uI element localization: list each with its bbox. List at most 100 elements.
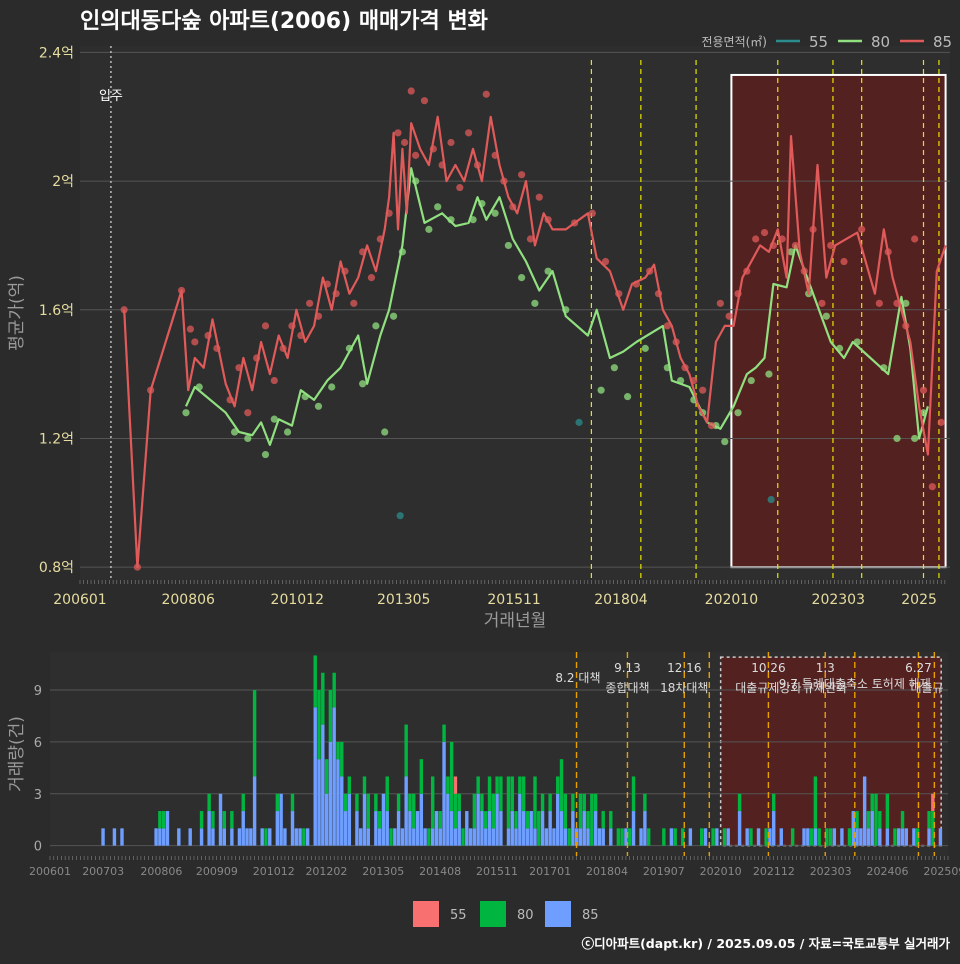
volume-bar-80	[548, 793, 552, 812]
price-point-80	[721, 438, 729, 446]
price-x-tick-label: 201305	[377, 592, 430, 608]
volume-bar-80	[302, 828, 306, 846]
volume-bar-85	[768, 828, 772, 846]
volume-bar-85	[938, 828, 943, 846]
price-point-85	[818, 299, 826, 307]
volume-bar-80	[582, 793, 586, 812]
volume-bar-80	[313, 655, 317, 708]
price-point-80	[624, 393, 632, 401]
volume-bar-85	[321, 724, 325, 846]
volume-bar-85	[366, 828, 370, 846]
volume-bar-80	[870, 793, 874, 812]
volume-bar-80	[264, 828, 268, 846]
volume-bar-85	[840, 828, 844, 846]
policy-date-label: 8.2	[555, 671, 574, 685]
price-point-85	[394, 129, 402, 137]
volume-bar-80	[817, 828, 821, 846]
volume-bar-80	[499, 776, 503, 812]
price-y-axis-title: 평균가(억)	[7, 275, 27, 351]
volume-bar-85	[631, 811, 636, 846]
volume-bar-85	[510, 811, 514, 846]
volume-highlight-window	[719, 656, 942, 847]
volume-bar-85	[317, 759, 321, 846]
volume-bar-80	[389, 828, 393, 846]
price-point-85	[601, 257, 610, 266]
volume-bar-85	[533, 828, 537, 846]
volume-bar-85	[430, 828, 435, 846]
volume-bar-80	[328, 690, 333, 742]
volume-bar-80	[457, 793, 461, 812]
volume-bar-85	[897, 828, 901, 846]
volume-bar-85	[506, 828, 511, 846]
volume-bar-80	[631, 776, 636, 812]
volume-bar-80	[855, 811, 859, 829]
volume-bar-80	[317, 690, 321, 760]
volume-bar-85	[495, 793, 499, 846]
volume-bar-80	[915, 828, 920, 846]
volume-bar-85	[434, 811, 439, 846]
price-point-80	[765, 370, 773, 378]
volume-bar-85	[476, 793, 480, 846]
volume-x-tick-label: 200601	[29, 865, 71, 878]
policy-name-label: 대출규	[910, 681, 943, 695]
volume-bar-85	[806, 828, 810, 846]
price-point-85	[858, 225, 866, 233]
volume-bar-80	[567, 828, 571, 846]
volume-bar-80	[442, 724, 446, 742]
price-point-80	[747, 376, 755, 385]
volume-bar-85	[423, 828, 427, 846]
volume-bar-85	[556, 793, 560, 846]
volume-y-tick-label: 6	[34, 736, 42, 751]
price-point-80	[270, 415, 278, 423]
price-point-85	[707, 421, 716, 430]
volume-panel: 0 3 6 9 8.2 대책 9.13 종합대책 12.16 18차대책 10.26 대출규제강화 1.…	[7, 652, 960, 878]
volume-bar-85	[669, 828, 674, 846]
volume-bar-85	[548, 811, 552, 846]
price-point-80	[531, 299, 539, 307]
volume-bar-80	[199, 811, 204, 829]
volume-bar-85	[385, 811, 389, 846]
volume-bar-85	[688, 828, 693, 846]
volume-bar-85	[332, 707, 336, 846]
price-point-80	[425, 225, 433, 233]
price-y-tick-label: 0.8억	[39, 560, 74, 576]
volume-bar-85	[885, 828, 890, 846]
price-point-85	[447, 138, 455, 147]
price-point-55	[575, 418, 583, 426]
price-x-tick-label: 201012	[271, 592, 324, 608]
volume-bar-80	[609, 811, 613, 829]
price-point-80	[372, 322, 380, 330]
volume-bar-85	[870, 811, 874, 846]
volume-bar-85	[245, 828, 249, 846]
volume-legend-label-55: 55	[450, 908, 467, 923]
volume-bar-80	[495, 776, 499, 794]
price-point-85	[270, 376, 278, 385]
price-point-85	[716, 299, 724, 307]
volume-bar-85	[328, 741, 333, 846]
price-point-85	[191, 338, 199, 346]
volume-bar-85	[419, 793, 424, 846]
volume-bar-80	[593, 793, 598, 812]
volume-bar-85	[521, 811, 526, 846]
price-point-80	[491, 209, 499, 217]
policy-name-label: 대책	[578, 670, 600, 685]
price-point-85	[875, 299, 883, 307]
volume-legend-swatch-55	[413, 901, 439, 927]
volume-bar-85	[465, 811, 469, 846]
price-point-80	[328, 383, 336, 391]
price-panel: 0.8억 1.2억 1.6억 2억 2.4억 200601 200806 201012 2013…	[7, 45, 950, 631]
volume-bar-85	[540, 811, 545, 846]
price-point-85	[244, 409, 252, 417]
volume-bar-85	[904, 828, 909, 846]
volume-bar-80	[487, 776, 492, 812]
volume-bar-85	[249, 828, 253, 846]
price-point-80	[381, 428, 389, 436]
volume-bar-80	[559, 759, 564, 812]
volume-bar-80	[385, 776, 389, 812]
volume-bar-85	[252, 776, 257, 846]
volume-bar-85	[737, 811, 742, 846]
price-point-85	[400, 138, 409, 147]
volume-bar-80	[931, 811, 935, 846]
volume-bar-85	[415, 811, 420, 846]
volume-bar-85	[832, 828, 837, 846]
